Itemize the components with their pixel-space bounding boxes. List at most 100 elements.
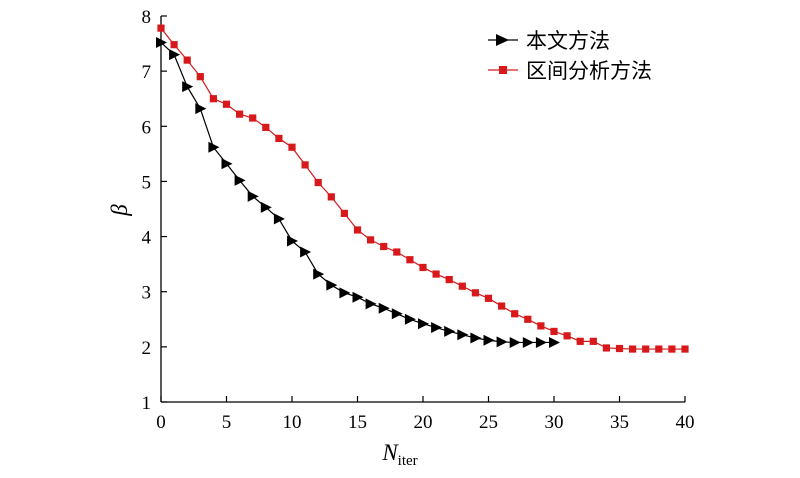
- x-tick-label-3: 15: [348, 412, 367, 433]
- x-axis-title-subscript: iter: [398, 453, 418, 469]
- y-tick-label-5: 6: [142, 117, 152, 138]
- x-tick-label-0: 0: [156, 412, 166, 433]
- series-0-point-19: [404, 313, 416, 325]
- series-0-point-13: [326, 279, 338, 291]
- series-1-point-22: [445, 275, 453, 284]
- series-0-point-24: [470, 332, 482, 344]
- ticks: 0 5 10 15 20 25 30 35 40 1 2 3 4 5 6 7 8: [142, 7, 695, 433]
- series-0-point-0: [156, 36, 167, 48]
- series-1-point-9: [275, 134, 283, 143]
- series-1-point-11: [301, 161, 309, 169]
- series-1-point-13: [327, 193, 335, 201]
- legend-item-0: 本文方法: [488, 29, 610, 53]
- x-tick-label-8: 40: [676, 412, 695, 433]
- y-tick-label-0: 1: [142, 393, 152, 414]
- series-0-point-9: [273, 213, 285, 225]
- series-1-point-2: [183, 56, 191, 64]
- series-1-point-17: [380, 242, 388, 251]
- legend-label-0: 本文方法: [526, 29, 610, 53]
- series-1-point-34: [602, 344, 610, 352]
- series-0-point-30: [549, 336, 560, 348]
- legend-marker-1: [499, 66, 507, 74]
- y-tick-label-7: 8: [142, 7, 152, 28]
- x-tick-label-7: 35: [610, 412, 629, 433]
- series-1-point-28: [524, 315, 532, 323]
- series-0-point-1: [169, 49, 181, 61]
- series-1-point-3: [196, 73, 204, 81]
- series-0-point-26: [496, 336, 508, 348]
- series-1-point-36: [629, 345, 637, 353]
- x-tick-label-4: 20: [414, 412, 433, 433]
- series-1-point-4: [209, 95, 217, 103]
- series-1-point-24: [471, 289, 479, 297]
- series-0: [156, 36, 560, 348]
- series-0-point-17: [378, 302, 390, 314]
- legend-marker-0: [496, 34, 509, 46]
- legend-label-1: 区间分析方法: [526, 59, 652, 83]
- series-1-point-16: [367, 236, 375, 244]
- series-0-point-10: [287, 235, 298, 247]
- series-1-point-29: [537, 322, 545, 330]
- series-layer: [156, 24, 689, 353]
- series-1-point-14: [340, 209, 348, 218]
- series-1: [157, 24, 689, 353]
- series-1-point-40: [681, 345, 689, 353]
- series-0-point-8: [260, 201, 272, 213]
- x-tick-label-2: 10: [283, 412, 302, 433]
- series-1-point-26: [498, 302, 506, 310]
- legend: 本文方法 区间分析方法: [488, 29, 652, 83]
- series-0-point-27: [509, 336, 521, 348]
- series-1-point-8: [262, 123, 270, 131]
- series-1-point-39: [668, 345, 676, 353]
- series-1-point-23: [458, 282, 466, 290]
- series-0-point-16: [365, 298, 377, 310]
- series-1-point-31: [563, 332, 571, 340]
- series-1-point-27: [511, 310, 519, 318]
- series-1-point-6: [236, 110, 244, 118]
- series-1-point-33: [589, 337, 597, 345]
- series-1-point-30: [550, 327, 558, 336]
- y-tick-label-2: 3: [142, 283, 152, 304]
- series-1-point-15: [353, 226, 362, 234]
- x-tick-label-5: 25: [479, 412, 498, 433]
- y-tick-label-6: 7: [142, 62, 152, 83]
- series-0-point-21: [431, 322, 443, 334]
- series-0-point-14: [339, 287, 351, 299]
- series-1-point-37: [642, 345, 650, 353]
- series-0-point-23: [457, 329, 469, 341]
- series-0-point-15: [352, 291, 364, 303]
- y-axis-title: β: [107, 204, 132, 217]
- series-0-point-11: [300, 246, 312, 258]
- series-1-point-7: [249, 114, 257, 122]
- series-0-point-28: [522, 336, 534, 348]
- series-0-point-7: [247, 190, 259, 202]
- series-1-point-25: [484, 294, 493, 302]
- x-axis-title-main: N: [381, 440, 399, 465]
- series-1-point-35: [615, 344, 624, 353]
- series-0-point-18: [391, 308, 403, 320]
- series-1-point-38: [655, 345, 663, 353]
- x-axis-title: Niter: [381, 440, 417, 469]
- series-0-point-2: [182, 81, 194, 93]
- legend-item-1: 区间分析方法: [488, 59, 652, 83]
- series-0-point-5: [221, 158, 233, 170]
- series-0-point-25: [483, 334, 495, 346]
- series-1-point-10: [288, 143, 296, 151]
- series-0-point-6: [234, 174, 246, 186]
- series-1-point-1: [170, 41, 178, 49]
- series-0-point-22: [444, 325, 456, 337]
- series-1-point-19: [406, 256, 414, 264]
- series-1-point-32: [576, 337, 584, 345]
- y-tick-label-3: 4: [142, 228, 152, 249]
- series-0-point-20: [418, 318, 429, 330]
- x-tick-label-6: 30: [545, 412, 564, 433]
- series-0-point-4: [208, 141, 220, 153]
- series-0-point-12: [313, 268, 325, 280]
- series-1-point-21: [432, 270, 440, 278]
- y-tick-label-4: 5: [142, 172, 152, 193]
- series-0-point-3: [195, 103, 207, 115]
- series-1-point-5: [222, 100, 231, 108]
- series-0-point-29: [535, 336, 547, 348]
- series-1-point-0: [157, 24, 165, 32]
